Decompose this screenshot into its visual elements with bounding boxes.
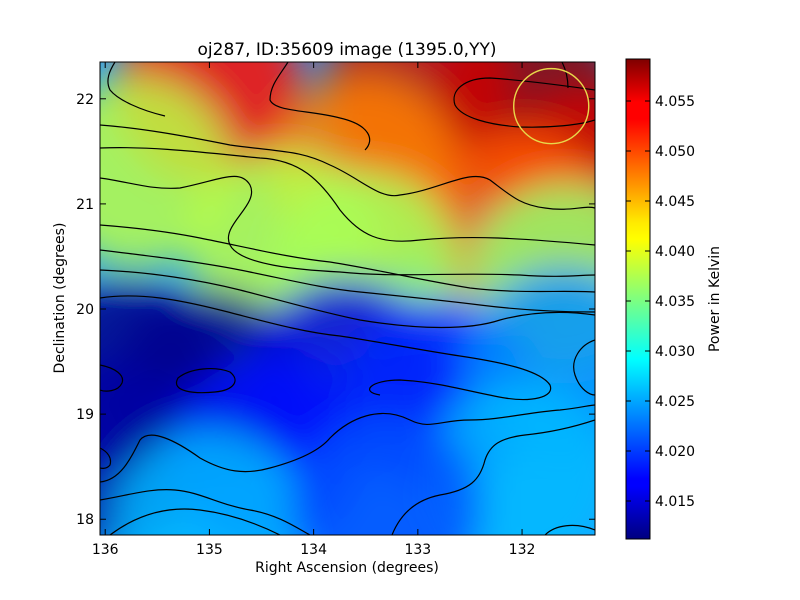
contour-line [544,524,595,535]
contour-line [109,508,281,535]
x-axis-label: Right Ascension (degrees) [255,560,439,576]
colorbar-tick-label: 4.055 [655,94,695,110]
heatmap-blob [114,429,305,535]
contour-line [391,419,595,535]
x-tick-label: 133 [404,542,431,558]
colorbar-tick-label: 4.035 [655,294,695,310]
contour-line [100,404,595,483]
colorbar-tick-label: 4.030 [655,344,695,360]
colorbar-label: Power in Kelvin [707,246,723,352]
colorbar-gradient [625,58,651,540]
contour-line [100,295,552,401]
x-tick-label: 135 [196,542,223,558]
colorbar-tick-label: 4.020 [655,444,695,460]
contour-line [100,124,595,210]
colorbar-tick-label: 4.045 [655,194,695,210]
contour-line [269,62,371,151]
contour-line [107,62,166,117]
x-tick-label: 134 [300,542,327,558]
colorbar-tick-label: 4.025 [655,394,695,410]
colorbar-ticks: 4.015 4.020 4.025 4.030 4.035 4.040 4.045 4.050… [626,94,695,510]
contour-line [561,62,569,89]
heatmap-layer [100,62,595,535]
heatmap-blob [291,413,482,535]
colorbar-tick-label: 4.040 [655,244,695,260]
contour-line [573,339,595,396]
contour-line [100,489,311,535]
heatmap-area [100,62,595,535]
y-tick-label: 22 [76,92,94,108]
y-tick-label: 18 [76,512,94,528]
colorbar: 4.015 4.020 4.025 4.030 4.035 4.040 4.045 4.050… [625,58,723,540]
chart-title: oj287, ID:35609 image (1395.0,YY) [198,40,497,60]
contour-line [100,175,595,277]
contour-line [100,224,595,293]
y-tick-label: 19 [76,407,94,423]
x-tick-label: 136 [92,542,119,558]
contour-line [453,77,595,128]
plot-frame [99,61,596,536]
contour-lines [100,62,595,535]
y-axis-label: Declination (degrees) [52,223,68,374]
colorbar-tick-label: 4.015 [655,494,695,510]
y-tick-label: 21 [76,197,94,213]
contour-line [100,269,595,329]
y-tick-label: 20 [76,302,94,318]
contour-line [100,447,112,469]
contour-line [100,249,595,313]
colorbar-tick-label: 4.050 [655,144,695,160]
contour-line [100,147,595,246]
x-axis: 136 135 134 133 132 [92,62,536,558]
contour-line [100,364,124,392]
x-tick-label: 132 [509,542,536,558]
y-axis: 18 19 20 21 22 [76,92,595,528]
beam-marker-circle [513,67,590,145]
contour-line [175,368,236,394]
